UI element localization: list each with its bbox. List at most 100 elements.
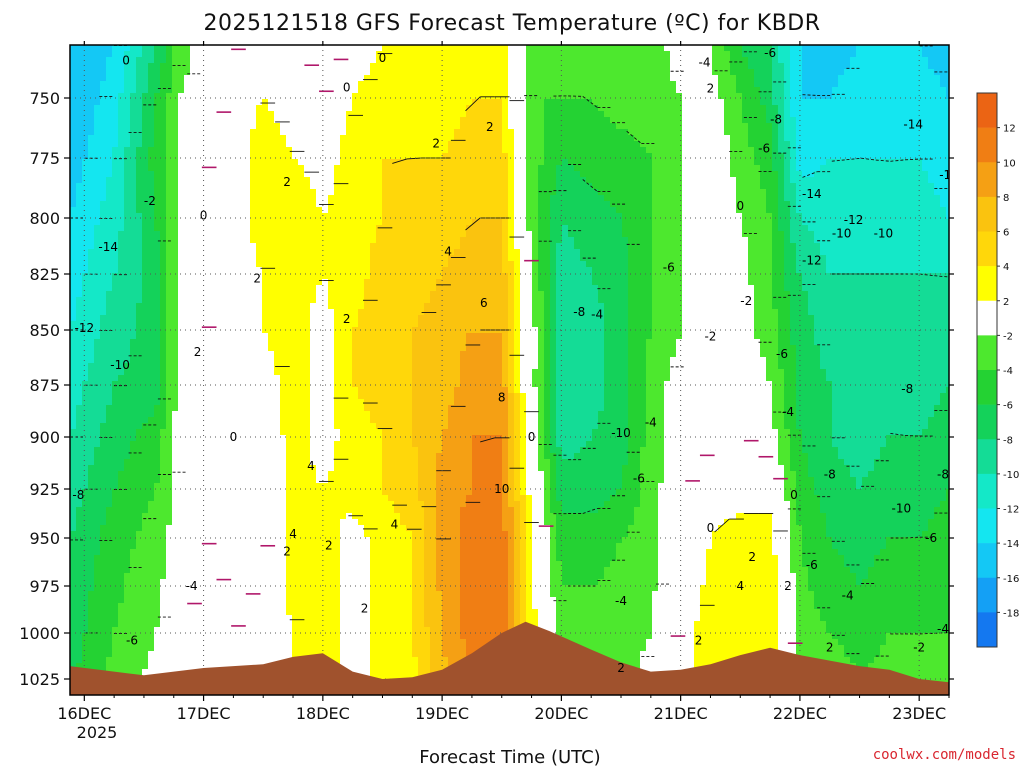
- field-cell: [70, 93, 77, 100]
- field-cell: [166, 63, 173, 70]
- field-cell: [148, 183, 155, 190]
- field-cell: [334, 573, 341, 580]
- field-cell: [118, 165, 125, 172]
- field-cell: [118, 405, 125, 412]
- field-cell: [136, 549, 143, 556]
- field-cell: [196, 351, 203, 358]
- field-cell: [262, 225, 269, 232]
- field-cell: [154, 669, 161, 676]
- field-cell: [268, 381, 275, 388]
- field-cell: [214, 609, 221, 616]
- field-cell: [214, 279, 221, 286]
- field-cell: [280, 117, 287, 124]
- field-cell: [232, 183, 239, 190]
- field-cell: [76, 417, 83, 424]
- field-cell: [100, 255, 107, 262]
- field-cell: [214, 267, 221, 274]
- field-cell: [328, 423, 335, 430]
- field-cell: [238, 75, 245, 82]
- field-cell: [148, 429, 155, 436]
- field-cell: [124, 75, 131, 82]
- field-cell: [178, 315, 185, 322]
- field-cell: [232, 561, 239, 568]
- field-cell: [124, 483, 131, 490]
- field-cell: [262, 63, 269, 70]
- field-cell: [76, 531, 83, 538]
- field-cell: [238, 489, 245, 496]
- field-cell: [250, 315, 257, 322]
- field-cell: [118, 315, 125, 322]
- field-cell: [238, 609, 245, 616]
- field-cell: [214, 411, 221, 418]
- field-cell: [208, 519, 215, 526]
- field-cell: [298, 297, 305, 304]
- field-cell: [322, 423, 329, 430]
- field-cell: [148, 369, 155, 376]
- field-cell: [298, 411, 305, 418]
- field-cell: [112, 99, 119, 106]
- field-cell: [262, 321, 269, 328]
- field-cell: [208, 537, 215, 544]
- field-cell: [262, 597, 269, 604]
- field-cell: [292, 579, 299, 586]
- field-cell: [136, 471, 143, 478]
- field-cell: [226, 159, 233, 166]
- field-cell: [238, 507, 245, 514]
- field-cell: [82, 453, 89, 460]
- field-cell: [298, 459, 305, 466]
- field-cell: [172, 435, 179, 442]
- field-cell: [310, 441, 317, 448]
- field-cell: [328, 93, 335, 100]
- field-cell: [76, 519, 83, 526]
- field-cell: [112, 315, 119, 322]
- field-cell: [304, 645, 311, 652]
- field-cell: [250, 435, 257, 442]
- field-cell: [286, 459, 293, 466]
- field-cell: [76, 603, 83, 610]
- field-cell: [106, 129, 113, 136]
- field-cell: [70, 507, 77, 514]
- field-cell: [268, 153, 275, 160]
- field-cell: [220, 171, 227, 178]
- field-cell: [148, 171, 155, 178]
- field-cell: [334, 495, 341, 502]
- field-cell: [154, 45, 161, 52]
- field-cell: [256, 87, 263, 94]
- field-cell: [298, 225, 305, 232]
- field-cell: [172, 291, 179, 298]
- field-cell: [190, 207, 197, 214]
- field-cell: [334, 249, 341, 256]
- field-cell: [328, 351, 335, 358]
- field-cell: [88, 393, 95, 400]
- field-cell: [124, 441, 131, 448]
- field-cell: [88, 657, 95, 664]
- field-cell: [190, 225, 197, 232]
- field-cell: [142, 237, 149, 244]
- field-cell: [166, 333, 173, 340]
- field-cell: [244, 189, 251, 196]
- field-cell: [172, 69, 179, 76]
- field-cell: [118, 273, 125, 280]
- field-cell: [238, 69, 245, 76]
- field-cell: [232, 525, 239, 532]
- field-cell: [190, 183, 197, 190]
- field-cell: [334, 417, 341, 424]
- field-cell: [82, 273, 89, 280]
- field-cell: [70, 381, 77, 388]
- field-cell: [334, 369, 341, 376]
- field-cell: [112, 219, 119, 226]
- field-cell: [124, 477, 131, 484]
- field-cell: [310, 639, 317, 646]
- field-cell: [232, 579, 239, 586]
- field-cell: [130, 117, 137, 124]
- field-cell: [184, 135, 191, 142]
- field-cell: [112, 171, 119, 178]
- field-cell: [142, 633, 149, 640]
- field-cell: [160, 495, 167, 502]
- field-cell: [100, 429, 107, 436]
- field-cell: [154, 657, 161, 664]
- field-cell: [106, 639, 113, 646]
- field-cell: [76, 429, 83, 436]
- field-cell: [340, 585, 347, 592]
- field-cell: [250, 537, 257, 544]
